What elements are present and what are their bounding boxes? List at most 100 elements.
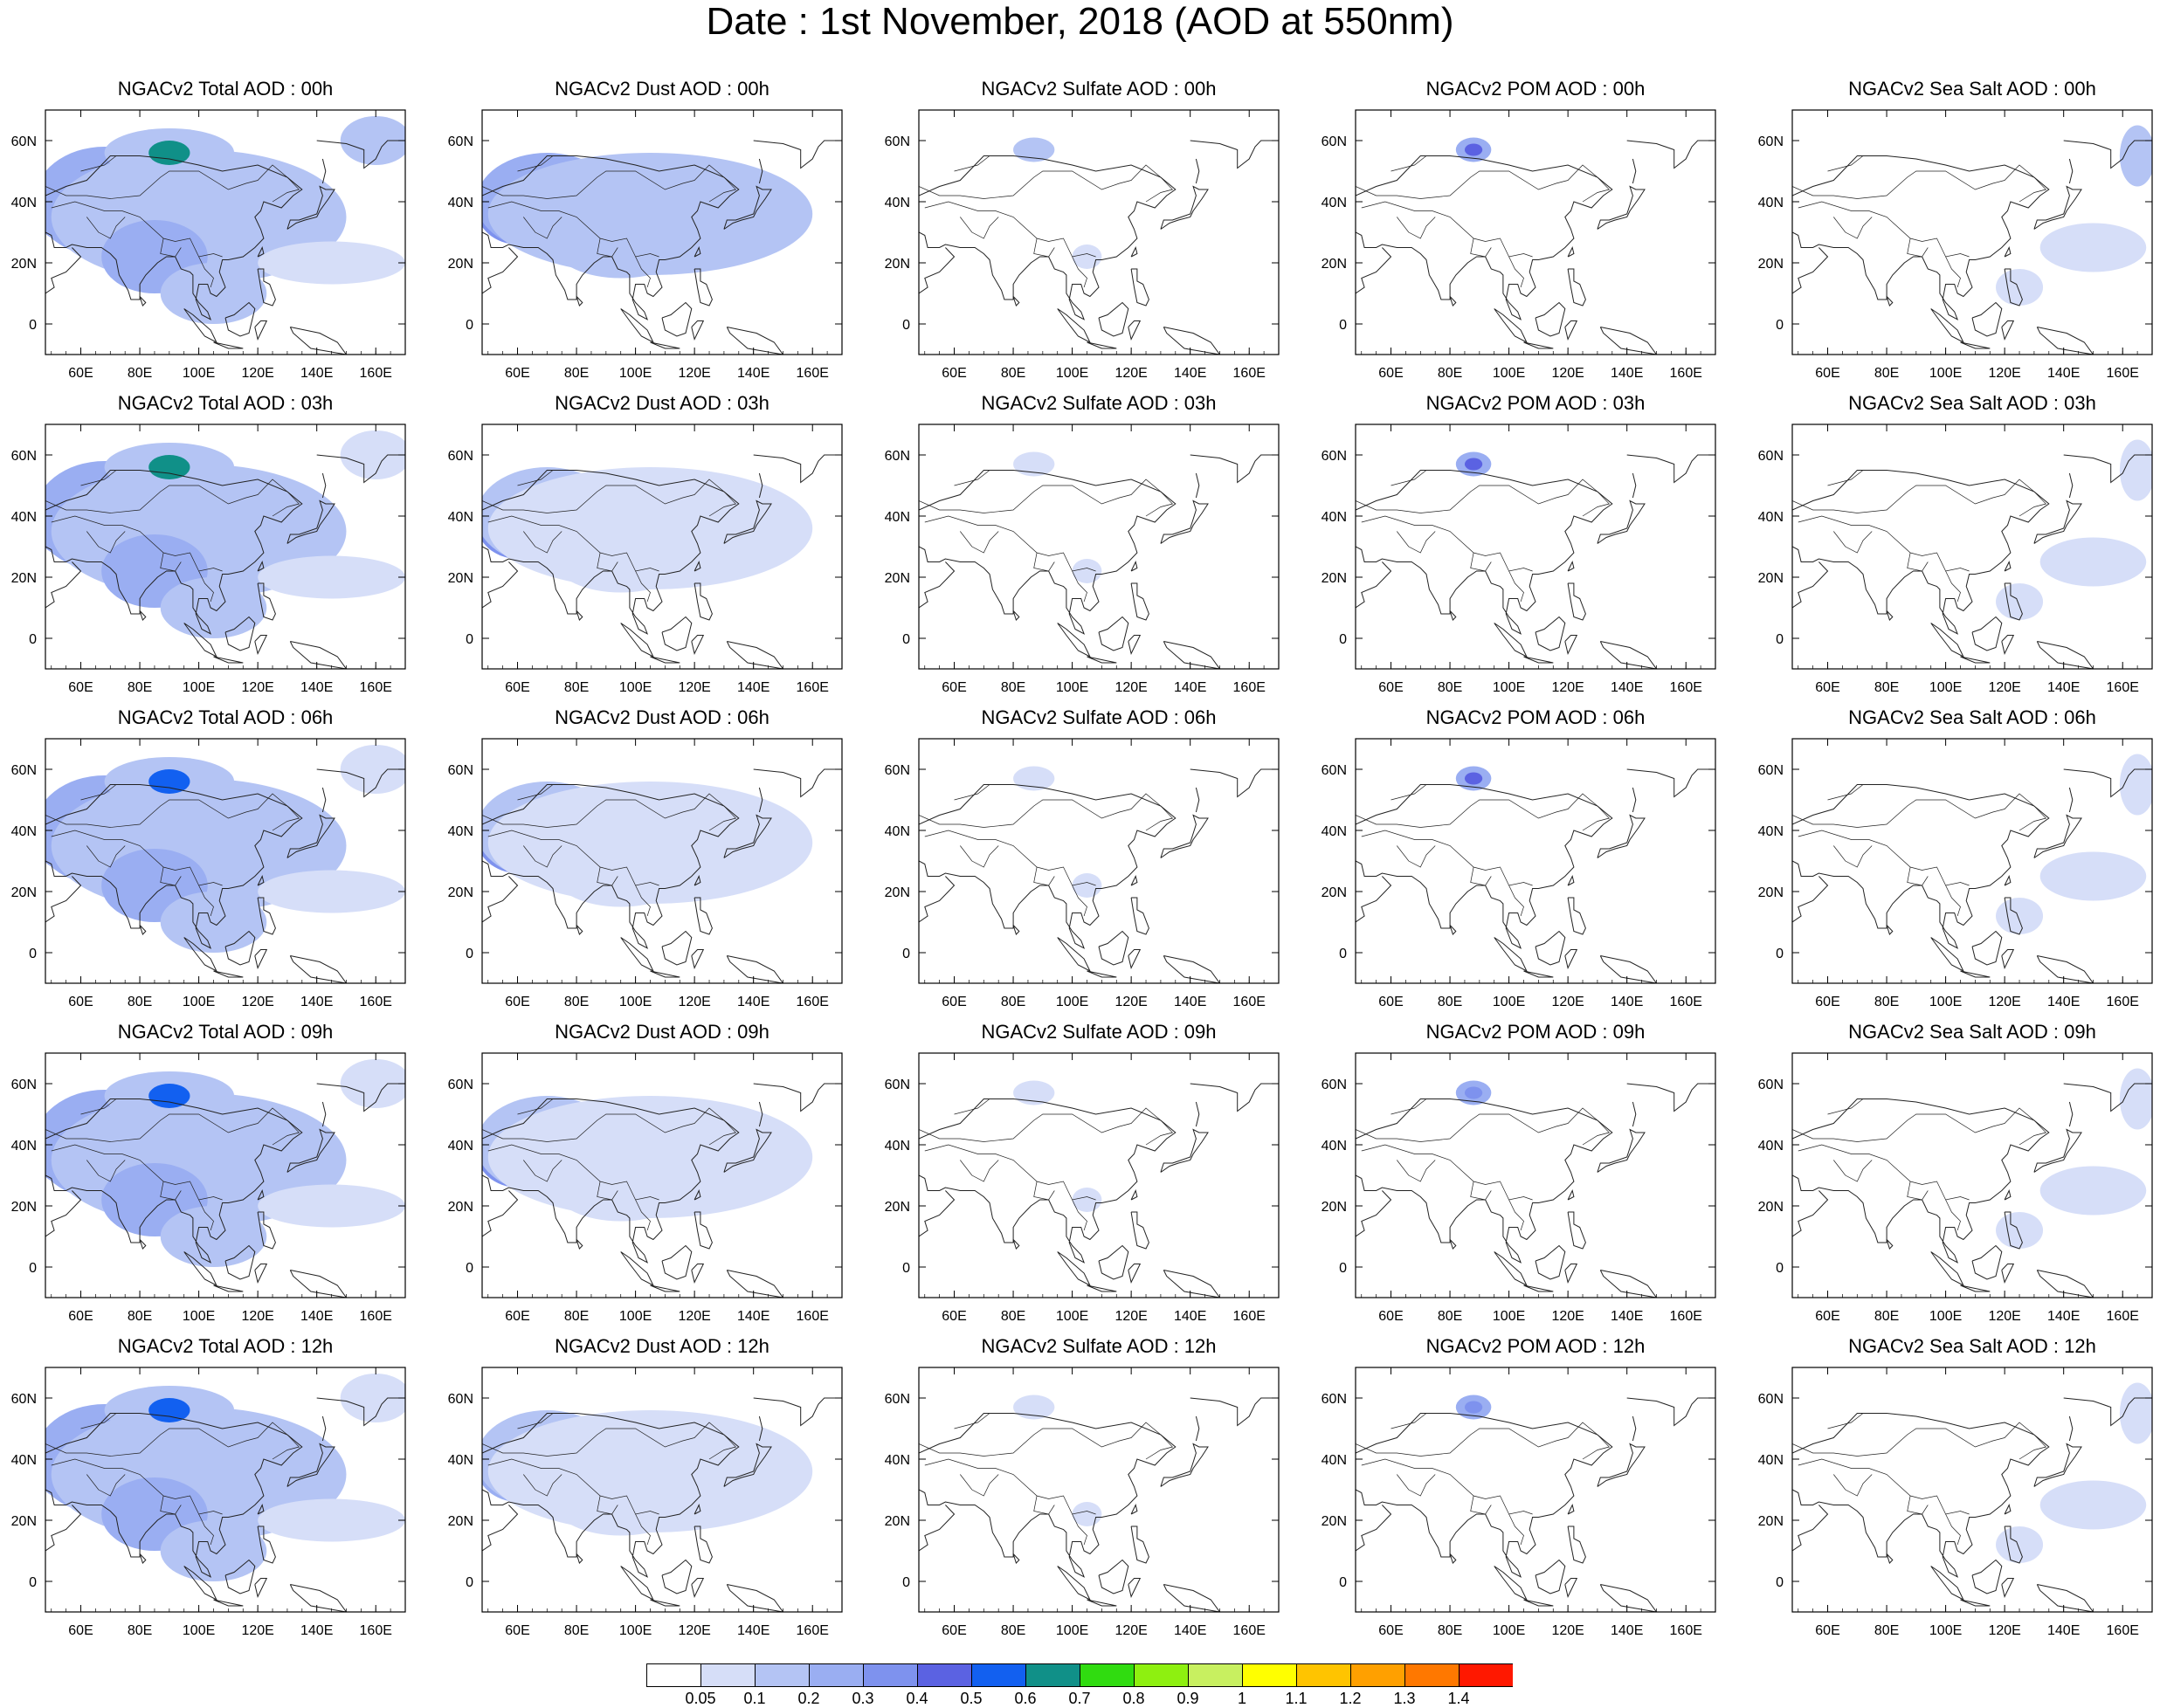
lat-tick-label: 0 <box>466 632 473 647</box>
lon-tick-label: 80E <box>564 995 589 1009</box>
aod-blob <box>556 217 687 279</box>
lon-tick-label: 100E <box>619 1623 652 1638</box>
map-panel-total-2: NGACv2 Total AOD : 06h 60E 80E 100E 120E 140E… <box>0 706 437 1020</box>
colorbar-swatch <box>971 1663 1026 1687</box>
lon-tick-label: 140E <box>737 1623 769 1638</box>
aod-field <box>919 424 1279 669</box>
colorbar-swatch <box>1459 1663 1513 1687</box>
lat-tick-label: 0 <box>29 1261 37 1276</box>
aod-blob <box>160 1520 267 1581</box>
panel-title: NGACv2 Total AOD : 06h <box>117 706 334 728</box>
aod-field <box>45 110 405 355</box>
lat-tick-label: 0 <box>466 1575 473 1590</box>
aod-field <box>1792 424 2152 669</box>
plot-frame <box>918 738 1280 984</box>
panel-title: NGACv2 Sea Salt AOD : 09h <box>1848 1021 2096 1043</box>
panel-title: NGACv2 Total AOD : 09h <box>117 1021 334 1043</box>
colorbar-label: 0.8 <box>1122 1690 1144 1705</box>
aod-blob <box>148 769 190 794</box>
map-plot: 60E 80E 100E 120E 140E 160E 0 20N 40N 60N <box>448 109 843 381</box>
lat-tick-label: 40N <box>1322 510 1347 525</box>
lon-tick-label: 140E <box>2047 995 2080 1009</box>
map-panel-total-1: NGACv2 Total AOD : 03h 60E 80E 100E 120E 140E… <box>0 391 437 706</box>
lon-tick-label: 100E <box>183 1623 215 1638</box>
lat-tick-label: 60N <box>1758 449 1784 464</box>
lat-tick-label: 60N <box>1758 1078 1784 1092</box>
lat-tick-label: 20N <box>448 1200 473 1215</box>
map-plot: 60E 80E 100E 120E 140E 160E 0 20N 40N 60N <box>1322 1367 1716 1638</box>
plot-frame <box>1355 738 1716 984</box>
lat-tick-label: 40N <box>11 510 37 525</box>
lon-tick-label: 120E <box>1988 366 2020 381</box>
lon-tick-label: 120E <box>1115 680 1147 695</box>
lon-tick-label: 80E <box>1438 366 1462 381</box>
aod-field <box>1356 739 1715 983</box>
lon-tick-label: 120E <box>241 1309 273 1324</box>
colorbar-label: 0.9 <box>1177 1690 1198 1705</box>
map-plot: 60E 80E 100E 120E 140E 160E 0 20N 40N 60N <box>1758 1052 2153 1324</box>
panel-title: NGACv2 Total AOD : 03h <box>117 392 334 414</box>
map-plot: 60E 80E 100E 120E 140E 160E 0 20N 40N 60N <box>11 738 406 1009</box>
lon-tick-label: 120E <box>1988 1623 2020 1638</box>
aod-field <box>482 110 842 355</box>
aod-blob <box>556 1474 687 1536</box>
aod-blob <box>258 1184 405 1228</box>
aod-field <box>1792 110 2152 355</box>
coastlines <box>1356 1083 1715 1298</box>
map-plot: 60E 80E 100E 120E 140E 160E 0 20N 40N 60N <box>1322 1052 1716 1324</box>
coastlines <box>1356 1397 1715 1612</box>
lon-tick-label: 80E <box>128 1623 152 1638</box>
lon-tick-label: 140E <box>300 995 333 1009</box>
panel-title: NGACv2 Sea Salt AOD : 06h <box>1848 706 2096 728</box>
map-plot: 60E 80E 100E 120E 140E 160E 0 20N 40N 60N <box>448 1052 843 1324</box>
colorbar-label: 1.2 <box>1339 1690 1361 1705</box>
aod-blob <box>1072 1188 1102 1212</box>
panel-title: NGACv2 Total AOD : 12h <box>117 1335 334 1357</box>
lat-tick-label: 60N <box>1758 763 1784 778</box>
plot-frame <box>1355 1367 1716 1613</box>
lon-tick-label: 100E <box>619 995 652 1009</box>
plot-frame <box>481 424 843 670</box>
colorbar-label: 1.1 <box>1285 1690 1307 1705</box>
aod-field <box>45 1053 405 1298</box>
aod-blob <box>1996 583 2044 620</box>
map-panel-pom-0: NGACv2 POM AOD : 00h 60E 80E 100E 120E 140E 16… <box>1310 77 1747 391</box>
lat-tick-label: 0 <box>1776 1575 1784 1590</box>
lon-tick-label: 140E <box>1174 366 1206 381</box>
aod-field <box>1792 1053 2152 1298</box>
lon-tick-label: 80E <box>1438 680 1462 695</box>
lat-tick-label: 20N <box>1322 1514 1347 1529</box>
map-panel-dust-2: NGACv2 Dust AOD : 06h 60E 80E 100E 120E 140E 1… <box>437 706 873 1020</box>
plot-frame <box>45 738 406 984</box>
colorbar-swatch <box>755 1663 810 1687</box>
lon-tick-label: 120E <box>678 366 710 381</box>
lon-tick-label: 140E <box>300 1309 333 1324</box>
aod-blob <box>1013 1395 1055 1420</box>
lat-tick-label: 0 <box>1339 947 1347 961</box>
lat-tick-label: 40N <box>885 510 910 525</box>
panel-title: NGACv2 Sea Salt AOD : 12h <box>1848 1335 2096 1357</box>
lon-tick-label: 160E <box>1233 995 1266 1009</box>
coastlines <box>45 768 405 983</box>
aod-blob <box>1072 1502 1102 1526</box>
lat-tick-label: 20N <box>11 1200 37 1215</box>
lon-tick-label: 100E <box>1929 366 1962 381</box>
lon-tick-label: 60E <box>505 1623 529 1638</box>
lon-tick-label: 140E <box>737 995 769 1009</box>
plot-frame <box>1355 1052 1716 1298</box>
aod-blob <box>1072 244 1102 269</box>
lon-tick-label: 140E <box>1174 1623 1206 1638</box>
lat-tick-label: 20N <box>1322 885 1347 900</box>
lat-tick-label: 40N <box>1322 824 1347 839</box>
aod-field <box>482 1053 842 1298</box>
aod-field <box>1792 739 2152 983</box>
lat-tick-label: 20N <box>448 1514 473 1529</box>
lat-tick-label: 20N <box>1758 257 1784 272</box>
lon-tick-label: 120E <box>241 995 273 1009</box>
lat-tick-label: 40N <box>885 1139 910 1154</box>
coastlines <box>482 768 842 983</box>
panel-title: NGACv2 Sulfate AOD : 09h <box>981 1021 1217 1043</box>
lat-tick-label: 60N <box>1758 1392 1784 1407</box>
panel-title: NGACv2 Sea Salt AOD : 03h <box>1848 392 2096 414</box>
map-panel-total-3: NGACv2 Total AOD : 09h 60E 80E 100E 120E 140E… <box>0 1020 437 1334</box>
